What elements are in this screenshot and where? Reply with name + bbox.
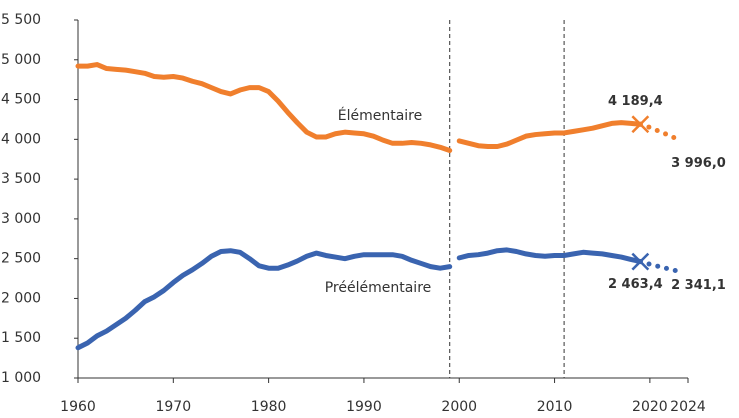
series-line <box>637 259 681 274</box>
x-tick-label: 2000 <box>441 399 477 415</box>
x-tick-label: 1980 <box>251 399 287 415</box>
y-tick-label: 5 000 <box>1 52 41 68</box>
series-label: Élémentaire <box>338 107 423 124</box>
series-line <box>75 62 453 153</box>
marker <box>631 115 650 134</box>
value-label: 2 463,4 <box>608 277 663 292</box>
y-tick-label: 1 000 <box>1 370 41 386</box>
y-tick-label: 4 500 <box>1 92 41 108</box>
y-tick-label: 5 500 <box>1 12 41 28</box>
x-tick-label: 1970 <box>155 399 191 415</box>
x-tick-label: 2024 <box>670 399 706 415</box>
value-label: 4 189,4 <box>608 94 663 109</box>
series-line <box>75 248 453 351</box>
label-bg <box>320 277 436 299</box>
x-tick-label: 2020 <box>632 399 668 415</box>
y-tick-label: 3 500 <box>1 171 41 187</box>
x-tick-label: 1960 <box>60 399 96 415</box>
series-line <box>456 247 643 265</box>
y-tick-label: 2 500 <box>1 251 41 267</box>
series-line <box>456 120 643 149</box>
series-label: Préélémentaire <box>325 280 432 296</box>
value-label: 3 996,0 <box>671 156 726 171</box>
y-tick-label: 2 000 <box>1 290 41 306</box>
label-bg <box>322 105 438 127</box>
x-tick-label: 2010 <box>537 399 573 415</box>
marker <box>631 252 650 271</box>
value-label: 2 341,1 <box>671 278 726 293</box>
series-line <box>637 121 681 143</box>
y-tick-label: 3 000 <box>1 211 41 227</box>
y-tick-label: 4 000 <box>1 131 41 147</box>
y-tick-label: 1 500 <box>1 330 41 346</box>
x-tick-label: 1990 <box>346 399 382 415</box>
